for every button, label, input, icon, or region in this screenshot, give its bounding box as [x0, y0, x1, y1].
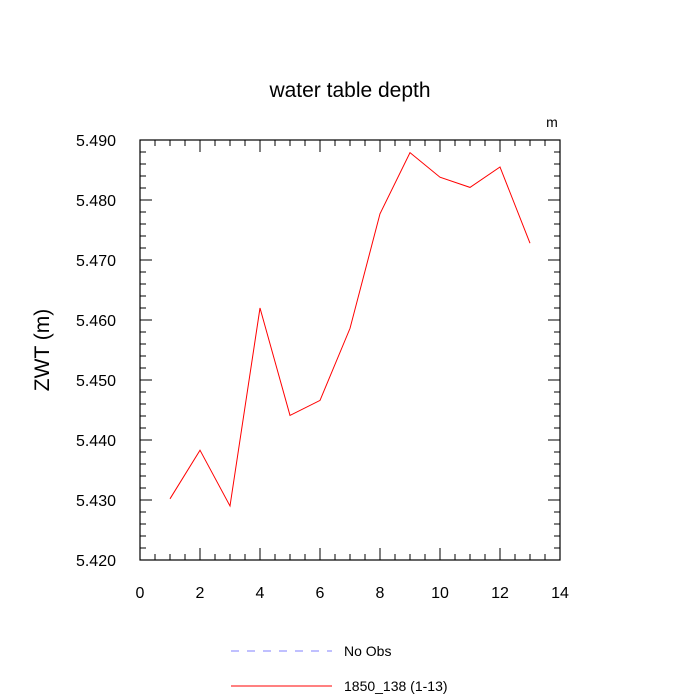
y-tick-label: 5.430 [76, 493, 116, 510]
units-label: m [546, 114, 558, 130]
legend-label-0: No Obs [344, 643, 391, 659]
legend-label-1: 1850_138 (1-13) [344, 678, 448, 694]
plot-area [169, 151, 531, 508]
x-tick-label: 2 [196, 585, 205, 602]
x-tick-label: 12 [491, 585, 509, 602]
series-line-1 [169, 151, 531, 508]
y-tick-label: 5.480 [76, 193, 116, 210]
x-tick-label: 10 [431, 585, 449, 602]
x-tick-label: 8 [376, 585, 385, 602]
axes: 0 2 4 6 8 10 12 14 5.420 5.430 5.440 5.450 5.460 5.47… [76, 133, 569, 602]
y-tick-label: 5.440 [76, 433, 116, 450]
chart-title: water table depth [268, 79, 430, 102]
x-tick-label: 6 [316, 585, 325, 602]
x-tick-label: 14 [551, 585, 569, 602]
y-tick-label: 5.470 [76, 253, 116, 270]
y-axis-label: ZWT (m) [31, 309, 54, 391]
y-tick-label: 5.450 [76, 373, 116, 390]
legend: No Obs 1850_138 (1-13) [231, 643, 448, 694]
x-tick-label: 0 [136, 585, 145, 602]
y-tick-label: 5.420 [76, 553, 116, 570]
x-tick-label: 4 [256, 585, 265, 602]
y-tick-label: 5.460 [76, 313, 116, 330]
y-tick-label: 5.490 [76, 133, 116, 150]
plot-frame [139, 139, 561, 561]
